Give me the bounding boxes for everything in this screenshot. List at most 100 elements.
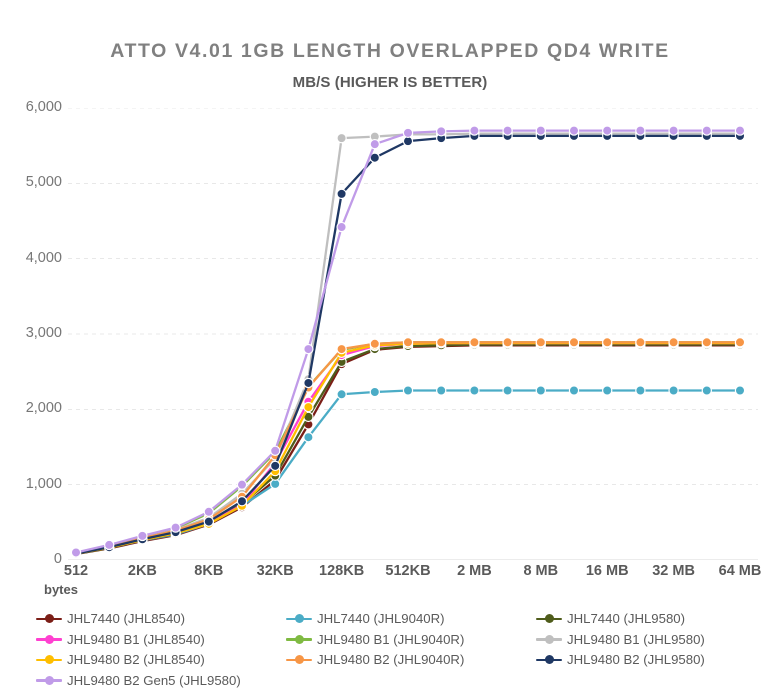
x-axis-tick: 16 MB xyxy=(585,563,629,579)
data-point xyxy=(436,126,447,137)
legend-label: JHL9480 B1 (JHL9580) xyxy=(567,631,705,647)
legend-swatch-icon xyxy=(36,633,62,645)
y-axis-tick: 2,000 xyxy=(25,400,62,417)
y-axis-tick: 3,000 xyxy=(25,325,62,341)
data-point xyxy=(568,385,580,396)
data-point xyxy=(236,479,248,490)
series-line xyxy=(74,341,742,555)
x-axis-tick: 512KB xyxy=(385,563,431,579)
legend-item[interactable]: JHL9480 B2 Gen5 (JHL9580) xyxy=(36,672,241,688)
legend-item[interactable]: JHL7440 (JHL9580) xyxy=(536,612,685,625)
legend-label: JHL7440 (JHL9040R) xyxy=(317,611,445,626)
data-point xyxy=(369,338,380,349)
y-axis-labels: 0 1,000 2,000 3,000 4,000 5,000 6,000 xyxy=(0,99,62,570)
data-point xyxy=(701,385,713,396)
data-point xyxy=(635,385,646,396)
legend-item[interactable]: JHL7440 (JHL8540) xyxy=(36,612,185,625)
legend-item[interactable]: JHL9480 B1 (JHL9580) xyxy=(536,631,705,647)
data-point xyxy=(469,385,480,396)
x-axis-title: bytes xyxy=(44,582,78,597)
legend-item[interactable]: JHL9480 B2 (JHL9580) xyxy=(536,653,705,666)
data-point xyxy=(203,506,214,517)
data-point xyxy=(104,539,115,551)
data-point xyxy=(269,445,281,456)
data-point xyxy=(668,337,679,348)
legend-label: JHL7440 (JHL8540) xyxy=(67,611,186,626)
legend-swatch-icon xyxy=(536,633,562,645)
chart-subtitle: MB/S (HIGHER IS BETTER) xyxy=(292,74,488,91)
legend-label: JHL9480 B1 (JHL8540) xyxy=(67,631,205,647)
legend-label: JHL9480 B2 Gen5 (JHL9580) xyxy=(67,672,241,688)
data-point xyxy=(402,337,414,348)
legend-swatch-icon xyxy=(286,654,312,666)
data-point xyxy=(469,337,480,348)
chart-title: ATTO V4.01 1GB LENGTH OVERLAPPED QD4 WRI… xyxy=(110,40,670,62)
legend-swatch-icon xyxy=(286,633,312,645)
legend-item[interactable]: JHL7440 (JHL9040R) xyxy=(286,612,445,625)
x-axis-tick: 2 MB xyxy=(457,563,492,579)
data-point xyxy=(701,337,713,348)
legend-item[interactable]: JHL9480 B1 (JHL9040R) xyxy=(286,631,465,647)
data-point xyxy=(535,337,546,348)
x-axis-tick: 8 MB xyxy=(523,563,559,579)
data-point xyxy=(336,188,347,200)
x-axis-tick: 128KB xyxy=(319,563,365,579)
data-point xyxy=(170,522,181,533)
line-chart-svg xyxy=(68,108,758,560)
data-point xyxy=(303,432,314,443)
data-point xyxy=(535,385,546,396)
legend-item[interactable]: JHL9480 B2 (JHL8540) xyxy=(36,653,205,666)
data-point xyxy=(269,460,281,472)
chart-legend: JHL7440 (JHL8540) JHL9480 B1 (JHL8540) JHL… xyxy=(36,612,780,696)
legend-swatch-icon xyxy=(36,613,62,625)
data-point xyxy=(369,138,380,150)
data-point xyxy=(336,389,347,400)
data-point xyxy=(402,127,414,139)
x-axis-tick: 8KB xyxy=(194,563,224,579)
y-axis-tick: 1,000 xyxy=(25,475,62,492)
legend-label: JHL7440 (JHL9580) xyxy=(567,611,686,626)
legend-item[interactable]: JHL9480 B1 (JHL8540) xyxy=(36,631,205,647)
data-point xyxy=(336,132,347,144)
data-point xyxy=(203,516,214,527)
data-point xyxy=(502,125,513,136)
series-jhl9480-b2-gen5-jhl9580- xyxy=(70,125,746,558)
data-point xyxy=(668,385,679,396)
data-point xyxy=(369,386,380,398)
y-axis-tick: 0 xyxy=(53,551,62,567)
data-point xyxy=(635,125,646,136)
legend-swatch-icon xyxy=(536,654,562,666)
legend-swatch-icon xyxy=(536,613,562,625)
y-axis-tick: 5,000 xyxy=(25,174,62,191)
data-point xyxy=(734,337,746,348)
x-axis-tick: 32 MB xyxy=(652,563,695,579)
data-point xyxy=(734,385,746,396)
legend-swatch-icon xyxy=(36,674,62,686)
data-point xyxy=(336,343,347,355)
y-axis-tick: 4,000 xyxy=(25,249,62,266)
data-point xyxy=(602,385,613,396)
data-point xyxy=(336,221,347,233)
series-line xyxy=(74,341,742,555)
data-point xyxy=(303,343,314,355)
legend-label: JHL9480 B2 (JHL8540) xyxy=(67,652,205,667)
data-point xyxy=(303,377,314,389)
legend-item[interactable]: JHL9480 B2 (JHL9040R) xyxy=(286,653,464,666)
data-point xyxy=(303,401,314,413)
legend-label: JHL9480 B2 (JHL9040R) xyxy=(317,652,465,667)
data-point xyxy=(535,125,546,136)
data-point xyxy=(734,125,746,136)
x-axis-labels: 512 2KB 8KB 32KB 128KB 512KB 2 MB 8 MB 16 MB 32 M… xyxy=(0,563,780,585)
data-point xyxy=(568,337,580,348)
x-axis-tick: 512 xyxy=(63,563,89,579)
x-axis-tick: 64 MB xyxy=(718,563,762,579)
data-point xyxy=(668,125,679,136)
legend-swatch-icon xyxy=(36,654,62,666)
legend-label: JHL9480 B1 (JHL9040R) xyxy=(317,631,465,647)
data-point xyxy=(469,125,480,136)
data-point xyxy=(70,547,82,558)
data-point xyxy=(436,385,447,396)
data-point xyxy=(402,385,414,396)
y-axis-tick: 6,000 xyxy=(25,99,62,115)
